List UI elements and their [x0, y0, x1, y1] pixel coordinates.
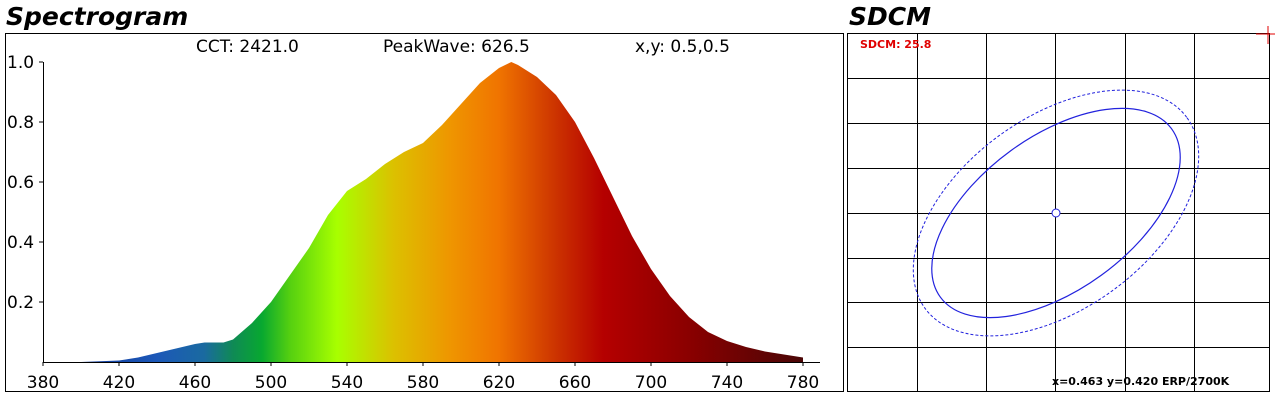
x-tick-label: 500 — [255, 373, 287, 393]
sdcm-grid — [848, 34, 1269, 391]
x-tick-label: 740 — [711, 373, 743, 393]
y-tick-label: 0.8 — [7, 113, 34, 133]
y-tick-label: 1.0 — [7, 53, 34, 73]
spectrum-area — [43, 62, 803, 362]
sdcm-corner-marker — [1256, 26, 1275, 44]
sdcm-inner-ellipse — [931, 107, 1181, 319]
x-tick-label: 780 — [787, 373, 819, 393]
x-tick-label: 620 — [483, 373, 515, 393]
sdcm-frame — [847, 33, 1270, 392]
x-tick-label: 460 — [179, 373, 211, 393]
x-tick-label: 380 — [27, 373, 59, 393]
sdcm-coords-label: x=0.463 y=0.420 ERP/2700K — [1052, 375, 1230, 388]
sdcm-outer-ellipse — [912, 89, 1200, 337]
x-tick-label: 660 — [559, 373, 591, 393]
spectrogram-title: Spectrogram — [6, 2, 189, 31]
peak-wave-readout: PeakWave: 626.5 — [383, 37, 530, 57]
x-tick-label: 540 — [331, 373, 363, 393]
sdcm-title: SDCM — [849, 2, 931, 31]
cct-readout: CCT: 2421.0 — [196, 37, 299, 57]
spectrogram-frame — [5, 33, 844, 392]
y-tick-label: 0.6 — [7, 173, 34, 193]
y-tick-label: 0.4 — [7, 233, 34, 253]
xy-readout: x,y: 0.5,0.5 — [635, 37, 730, 57]
x-tick-label: 700 — [635, 373, 667, 393]
sdcm-center-point — [1051, 208, 1061, 218]
sdcm-value-label: SDCM: 25.8 — [860, 38, 931, 51]
x-tick-label: 420 — [103, 373, 135, 393]
x-tick-label: 580 — [407, 373, 439, 393]
y-tick-label: 0.2 — [7, 293, 34, 313]
